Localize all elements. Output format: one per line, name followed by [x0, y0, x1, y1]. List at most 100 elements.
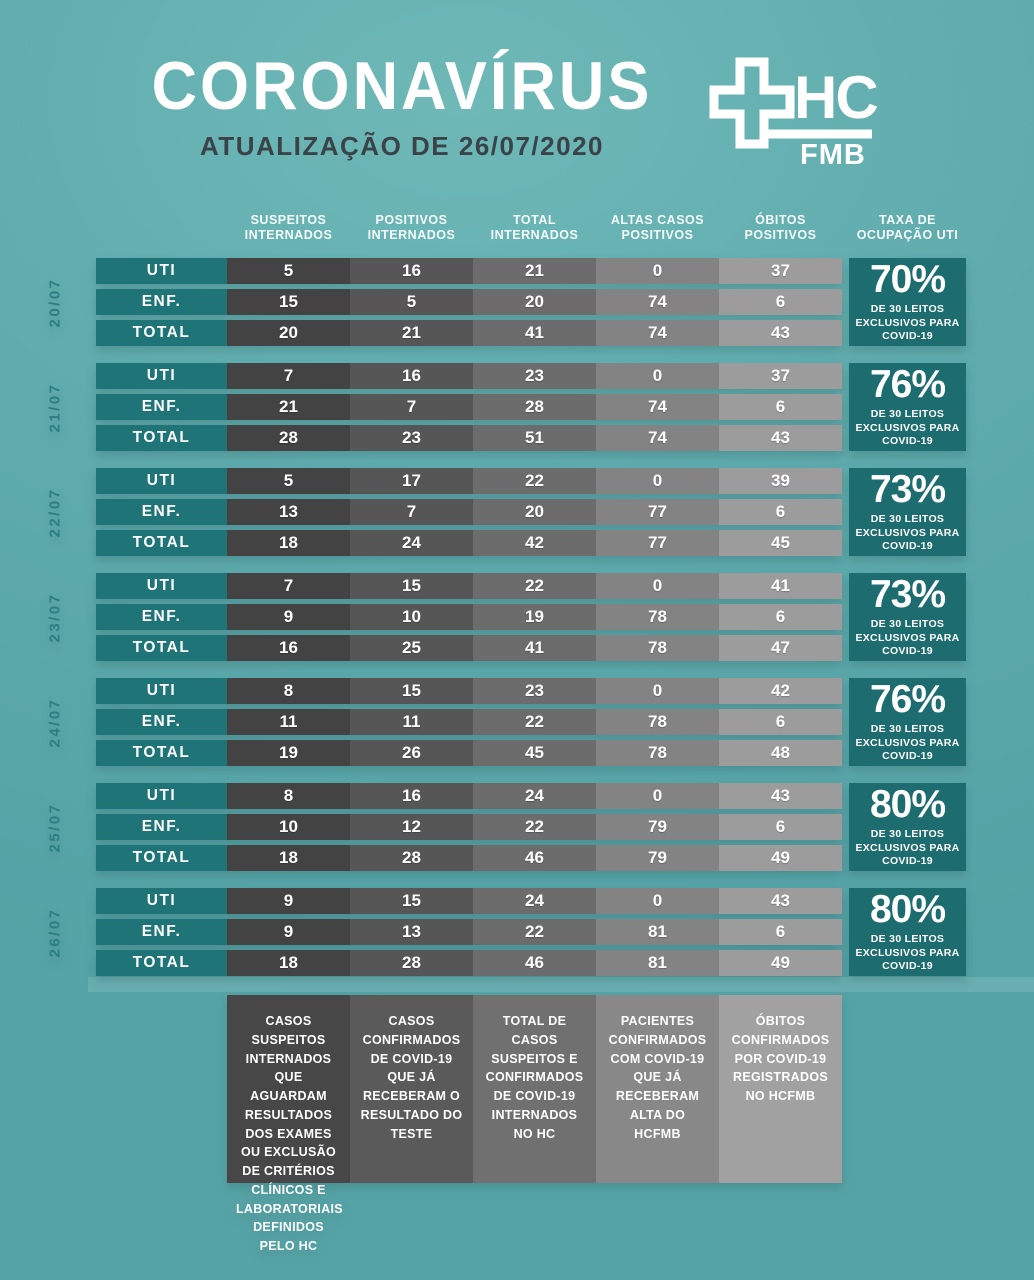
value-cell: 18	[227, 530, 350, 556]
value-cell: 12	[350, 814, 473, 840]
uti-occupancy-percent: 76%	[869, 678, 946, 722]
value-cell: 42	[719, 678, 842, 704]
value-cell: 26	[350, 740, 473, 766]
uti-occupancy-box: 73% DE 30 LEITOS EXCLUSIVOS PARA COVID-19	[849, 468, 966, 556]
date-block-23-07: 23/07 UTI 7 15 22 0 41 ENF. 9 10 19 78 6 TOTAL 16 25 41 7…	[47, 573, 966, 661]
value-cell: 21	[473, 258, 596, 284]
value-cell: 11	[350, 709, 473, 735]
date-block-22-07: 22/07 UTI 5 17 22 0 39 ENF. 13 7 20 77 6 TOTAL 18 24 42 7…	[47, 468, 966, 556]
value-cell: 25	[350, 635, 473, 661]
cross-icon: HC FMB	[709, 57, 880, 171]
date-block-25-07: 25/07 UTI 8 16 24 0 43 ENF. 10 12 22 79 6 TOTAL 18 28 46…	[47, 783, 966, 871]
value-cell: 74	[596, 425, 719, 451]
uti-occupancy-note: DE 30 LEITOS EXCLUSIVOS PARA COVID-19	[855, 618, 960, 658]
value-cell: 20	[473, 289, 596, 315]
title-block: CORONAVÍRUS ATUALIZAÇÃO DE 26/07/2020	[152, 52, 653, 161]
date-blocks: 20/07 UTI 5 16 21 0 37 ENF. 15 5 20 74 6 TOTAL 20 21 41 7…	[47, 258, 966, 993]
value-cell: 7	[227, 363, 350, 389]
value-cell: 21	[227, 394, 350, 420]
row-label-enf: ENF.	[96, 814, 227, 840]
value-cell: 43	[719, 320, 842, 346]
value-cell: 74	[596, 394, 719, 420]
value-cell: 10	[350, 604, 473, 630]
row-label-uti: UTI	[96, 678, 227, 704]
value-cell: 81	[596, 950, 719, 976]
value-cell: 11	[227, 709, 350, 735]
value-cell: 15	[227, 289, 350, 315]
legend-box-4: PACIENTES CONFIRMADOS COM COVID-19 QUE J…	[596, 995, 719, 1183]
legend-box-1: CASOS SUSPEITOS INTERNADOS QUE AGUARDAM …	[227, 995, 350, 1253]
col-header-altas-casos-positivos: ALTAS CASOS POSITIVOS	[610, 212, 705, 243]
date-block-20-07: 20/07 UTI 5 16 21 0 37 ENF. 15 5 20 74 6 TOTAL 20 21 41 7…	[47, 258, 966, 346]
value-cell: 9	[227, 604, 350, 630]
uti-occupancy-percent: 80%	[869, 783, 946, 827]
date-label: 23/07	[46, 591, 64, 643]
uti-occupancy-box: 80% DE 30 LEITOS EXCLUSIVOS PARA COVID-19	[849, 888, 966, 976]
value-cell: 19	[227, 740, 350, 766]
value-cell: 24	[350, 530, 473, 556]
uti-occupancy-percent: 70%	[869, 258, 946, 302]
value-cell: 46	[473, 845, 596, 871]
value-cell: 45	[719, 530, 842, 556]
value-cell: 23	[473, 363, 596, 389]
value-cell: 13	[350, 919, 473, 945]
date-label: 21/07	[46, 381, 64, 433]
row-label-enf: ENF.	[96, 604, 227, 630]
value-cell: 24	[473, 888, 596, 914]
value-cell: 7	[227, 573, 350, 599]
date-label: 25/07	[46, 801, 64, 853]
value-cell: 78	[596, 740, 719, 766]
value-cell: 22	[473, 814, 596, 840]
value-cell: 48	[719, 740, 842, 766]
value-cell: 43	[719, 888, 842, 914]
col-header-taxa-ocupacao-uti: TAXA DE OCUPAÇÃO UTI	[856, 212, 959, 243]
value-cell: 28	[350, 845, 473, 871]
col-header-positivos-internados: POSITIVOS INTERNADOS	[367, 212, 456, 243]
legend-box-5: ÓBITOS CONFIRMADOS POR COVID-19 REGISTRA…	[719, 995, 842, 1183]
value-cell: 18	[227, 950, 350, 976]
row-label-total: TOTAL	[96, 740, 227, 766]
uti-occupancy-box: 70% DE 30 LEITOS EXCLUSIVOS PARA COVID-19	[849, 258, 966, 346]
row-label-uti: UTI	[96, 363, 227, 389]
value-cell: 7	[350, 394, 473, 420]
row-label-total: TOTAL	[96, 845, 227, 871]
header: CORONAVÍRUS ATUALIZAÇÃO DE 26/07/2020 HC…	[0, 48, 1034, 171]
value-cell: 43	[719, 425, 842, 451]
logo-hc-text: HC	[794, 64, 877, 131]
row-label-uti: UTI	[96, 783, 227, 809]
value-cell: 28	[473, 394, 596, 420]
value-cell: 5	[350, 289, 473, 315]
value-cell: 19	[473, 604, 596, 630]
value-cell: 49	[719, 845, 842, 871]
value-cell: 13	[227, 499, 350, 525]
row-label-enf: ENF.	[96, 919, 227, 945]
uti-occupancy-percent: 80%	[869, 888, 946, 932]
value-cell: 15	[350, 573, 473, 599]
col-header-total-internados: TOTAL INTERNADOS	[490, 212, 579, 243]
value-cell: 6	[719, 919, 842, 945]
value-cell: 0	[596, 363, 719, 389]
page-title: CORONAVÍRUS	[151, 49, 653, 125]
value-cell: 17	[350, 468, 473, 494]
value-cell: 22	[473, 919, 596, 945]
row-label-total: TOTAL	[96, 950, 227, 976]
value-cell: 22	[473, 573, 596, 599]
value-cell: 7	[350, 499, 473, 525]
value-cell: 81	[596, 919, 719, 945]
row-label-uti: UTI	[96, 573, 227, 599]
value-cell: 16	[350, 258, 473, 284]
value-cell: 37	[719, 258, 842, 284]
value-cell: 5	[227, 258, 350, 284]
row-label-enf: ENF.	[96, 289, 227, 315]
uti-occupancy-box: 76% DE 30 LEITOS EXCLUSIVOS PARA COVID-19	[849, 678, 966, 766]
value-cell: 47	[719, 635, 842, 661]
highlight-band	[88, 977, 1034, 992]
logo-fmb-text: FMB	[800, 139, 866, 166]
value-cell: 6	[719, 499, 842, 525]
value-cell: 24	[473, 783, 596, 809]
value-cell: 77	[596, 499, 719, 525]
column-headers: SUSPEITOS INTERNADOS POSITIVOS INTERNADO…	[96, 200, 966, 246]
row-label-uti: UTI	[96, 468, 227, 494]
date-block-26-07: 26/07 UTI 9 15 24 0 43 ENF. 9 13 22 81 6 TOTAL 18 28 46 8…	[47, 888, 966, 976]
uti-occupancy-note: DE 30 LEITOS EXCLUSIVOS PARA COVID-19	[855, 303, 960, 343]
